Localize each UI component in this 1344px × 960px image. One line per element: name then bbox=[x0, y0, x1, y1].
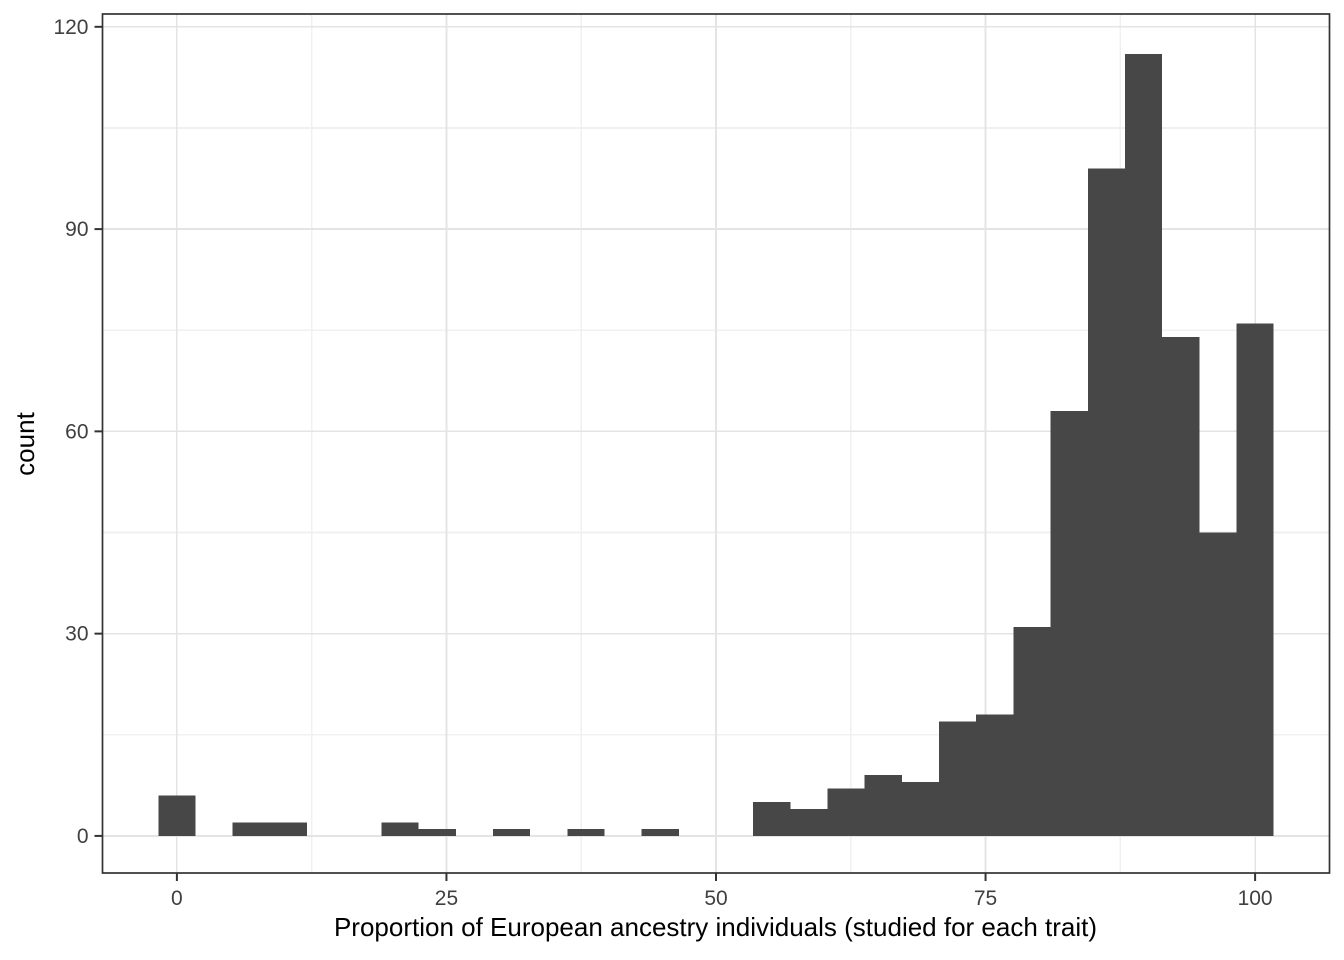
histogram-bar bbox=[827, 788, 865, 836]
histogram-bar bbox=[1087, 168, 1126, 836]
y-tick-label: 30 bbox=[65, 623, 88, 646]
histogram-bar bbox=[939, 721, 977, 836]
histogram-bar bbox=[1236, 323, 1274, 836]
y-axis-title: count bbox=[10, 412, 40, 476]
histogram-bar bbox=[901, 781, 940, 836]
histogram-bar bbox=[492, 829, 531, 836]
histogram-bar bbox=[232, 822, 270, 836]
histogram-bar bbox=[269, 822, 307, 836]
histogram-bar bbox=[158, 795, 196, 836]
histogram-bar bbox=[1162, 336, 1200, 836]
histogram-bar bbox=[1050, 411, 1088, 836]
histogram-bar bbox=[381, 822, 419, 836]
y-tick-label: 90 bbox=[65, 218, 88, 241]
y-tick-label: 120 bbox=[53, 16, 88, 39]
histogram-bar bbox=[641, 829, 679, 836]
x-tick-label: 50 bbox=[704, 887, 727, 910]
histogram-bar bbox=[418, 829, 456, 836]
y-tick-label: 60 bbox=[65, 420, 88, 443]
histogram-bar bbox=[976, 714, 1014, 836]
histogram-bar bbox=[1013, 626, 1051, 836]
histogram-bar bbox=[864, 775, 902, 836]
histogram-bar bbox=[1199, 532, 1237, 836]
x-tick-label: 0 bbox=[171, 887, 183, 910]
x-tick-label: 75 bbox=[974, 887, 997, 910]
y-tick-label: 0 bbox=[77, 825, 89, 848]
histogram-bar bbox=[1125, 53, 1163, 836]
histogram-bar bbox=[790, 808, 828, 836]
x-tick-label: 100 bbox=[1238, 887, 1273, 910]
x-tick-label: 25 bbox=[435, 887, 458, 910]
x-axis-title: Proportion of European ancestry individu… bbox=[333, 912, 1098, 942]
histogram-bar bbox=[753, 802, 791, 836]
histogram-bar bbox=[567, 829, 605, 836]
